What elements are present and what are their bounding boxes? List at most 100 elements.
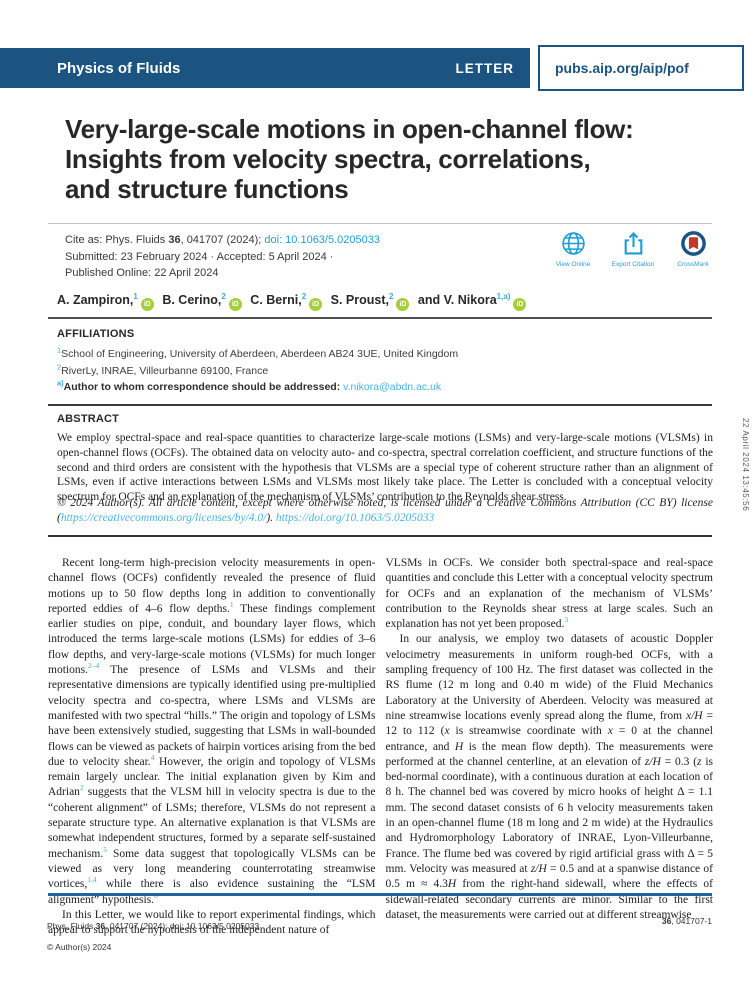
footer-page-number: 36, 041707-1 — [662, 916, 712, 926]
action-label: CrossMark — [677, 261, 709, 268]
body-text: is streamwise coordinate with — [449, 725, 608, 738]
math-var: H — [454, 740, 464, 753]
author-name: S. Proust, — [327, 293, 389, 307]
footer-volume: 36 — [95, 921, 106, 931]
footer-copyright: © Author(s) 2024 — [47, 942, 112, 952]
publisher-url-link[interactable]: pubs.aip.org/aip/pof — [555, 60, 689, 76]
crossmark-icon — [680, 231, 706, 256]
title-line: and structure functions — [65, 174, 349, 204]
orcid-icon[interactable]: iD — [396, 298, 410, 311]
reference-link[interactable]: 2 — [79, 783, 84, 793]
orcid-icon[interactable]: iD — [140, 298, 154, 311]
affil-text: School of Engineering, University of Abe… — [61, 348, 459, 360]
divider — [48, 404, 712, 406]
footer-page-number: , 041707-1 — [671, 916, 712, 926]
body-text: VLSMs in OCFs. We consider both spectral… — [385, 557, 714, 631]
footer-volume: 36 — [661, 916, 672, 926]
volume-number: 36 — [168, 234, 181, 246]
footer-citation: , 041707 (2024); doi: 10.1063/5.0205033 — [105, 921, 260, 931]
divider — [48, 223, 712, 224]
reference-link[interactable]: 2–4 — [87, 661, 100, 671]
journal-masthead: Physics of Fluids LETTER pubs.aip.org/ai… — [0, 44, 756, 92]
body-paragraph: VLSMs in OCFs. We consider both spectral… — [386, 556, 714, 632]
publisher-url-box[interactable]: pubs.aip.org/aip/pof — [538, 45, 744, 91]
footer-citation-line: Phys. Fluids 36, 041707 (2024); doi: 10.… — [47, 916, 259, 937]
affil-number: 2 — [57, 362, 62, 371]
globe-icon — [561, 232, 585, 255]
action-label: Export Citation — [611, 261, 655, 268]
author-affil-ref[interactable]: 2 — [301, 291, 307, 301]
reference-link[interactable]: 1 — [229, 600, 234, 610]
author-affil-ref[interactable]: 2 — [221, 291, 226, 301]
orcid-icon[interactable]: iD — [513, 298, 527, 311]
affiliations-heading: AFFILIATIONS — [57, 328, 135, 340]
abstract-text: We employ spectral-space and real-space … — [57, 432, 713, 504]
math-var: z/H — [644, 755, 661, 768]
doi-link[interactable]: doi: 10.1063/5.0205033 — [264, 234, 380, 246]
citation-block: Cite as: Phys. Fluids 36, 041707 (2024);… — [65, 232, 380, 282]
license-link[interactable]: https://creativecommons.org/licenses/by/… — [60, 511, 267, 524]
body-text: suggests that the VLSM hill in velocity … — [48, 786, 376, 860]
article-type-label: LETTER — [455, 60, 514, 76]
download-timestamp: 22 April 2024 13:45:56 — [741, 418, 750, 512]
article-actions: View Online Export Citation CrossMark — [546, 231, 720, 268]
body-text: = 0 at the channel entrance, and — [385, 725, 714, 753]
article-body: Recent long-term high-precision velocity… — [48, 556, 713, 938]
divider — [48, 535, 712, 537]
authors-line: A. Zampiron,1iD B. Cerino,2iD C. Berni,2… — [57, 291, 531, 311]
email-link[interactable]: v.nikora@abdn.ac.uk — [343, 381, 442, 393]
export-citation-button[interactable]: Export Citation — [606, 231, 660, 268]
reference-link[interactable]: 4 — [150, 753, 155, 763]
body-text: Recent long-term high-precision velocity… — [48, 557, 376, 615]
published-online-line: Published Online: 22 April 2024 — [65, 265, 380, 282]
body-text: while there is also evidence sustaining … — [48, 878, 376, 906]
doi-url-link[interactable]: https://doi.org/10.1063/5.0205033 — [275, 511, 435, 524]
footer-rule — [48, 893, 712, 896]
affiliation-item: 1School of Engineering, University of Ab… — [57, 346, 458, 363]
orcid-icon[interactable]: iD — [228, 298, 242, 311]
body-text: = 0.5 and at a spanwise distance of 0.5 … — [385, 862, 713, 891]
author-name: and V. Nikora — [414, 293, 497, 307]
footer-citation: Phys. Fluids — [47, 921, 96, 931]
left-column: Recent long-term high-precision velocity… — [48, 556, 376, 938]
body-text: These findings complement earlier studie… — [48, 602, 376, 677]
action-label: View Online — [555, 261, 591, 268]
license-text: © 2024 Author(s). All article content, e… — [57, 496, 713, 526]
reference-link[interactable]: 5 — [103, 844, 107, 854]
body-text: In this Letter, we would like to report … — [48, 908, 376, 937]
export-citation-icon — [624, 232, 642, 255]
math-var: H — [447, 878, 457, 891]
view-online-button[interactable]: View Online — [546, 231, 600, 268]
correspondence-text: Author to whom correspondence should be … — [63, 381, 344, 393]
math-var: x — [444, 725, 450, 738]
author-name: C. Berni, — [246, 293, 302, 307]
correspondence-note: a)Author to whom correspondence should b… — [57, 379, 442, 393]
footer-copyright-line: © Author(s) 2024 — [47, 937, 259, 958]
math-var: z/H — [530, 862, 547, 875]
affiliations-list: 1School of Engineering, University of Ab… — [57, 346, 458, 379]
math-var: x/H — [685, 709, 703, 722]
license-text: © 2024 Author(s). All article content, e… — [57, 497, 713, 524]
body-paragraph: In this Letter, we would like to report … — [48, 908, 376, 939]
body-text: = 0.3 ( — [660, 755, 698, 768]
reference-link[interactable]: 1,4 — [87, 875, 97, 885]
body-text: is bed-normal coordinate), with a contin… — [385, 755, 714, 875]
crossmark-button[interactable]: CrossMark — [666, 231, 720, 268]
body-paragraph: In our analysis, we employ two datasets … — [386, 632, 714, 923]
orcid-icon[interactable]: iD — [309, 298, 323, 311]
license-text: ). — [266, 511, 276, 524]
author-affil-ref[interactable]: 1 — [133, 291, 138, 301]
author-affil-ref[interactable]: 2 — [388, 291, 394, 301]
author-affil-ref[interactable]: 1,a) — [496, 291, 511, 301]
published-text: Published Online: 22 April 2024 — [65, 267, 219, 279]
body-paragraph: Recent long-term high-precision velocity… — [48, 556, 376, 908]
math-var: z — [697, 755, 702, 768]
cite-as-line: Cite as: Phys. Fluids 36, 041707 (2024);… — [65, 232, 380, 249]
reference-link[interactable]: 3 — [564, 615, 569, 625]
body-text: = 12 to 112 ( — [385, 709, 713, 738]
body-text: Some data suggest that topologically VLS… — [48, 847, 376, 891]
math-var: x — [607, 725, 613, 738]
body-text: from the right-hand sidewall, where the … — [385, 878, 714, 921]
affil-number: 1 — [57, 345, 62, 355]
